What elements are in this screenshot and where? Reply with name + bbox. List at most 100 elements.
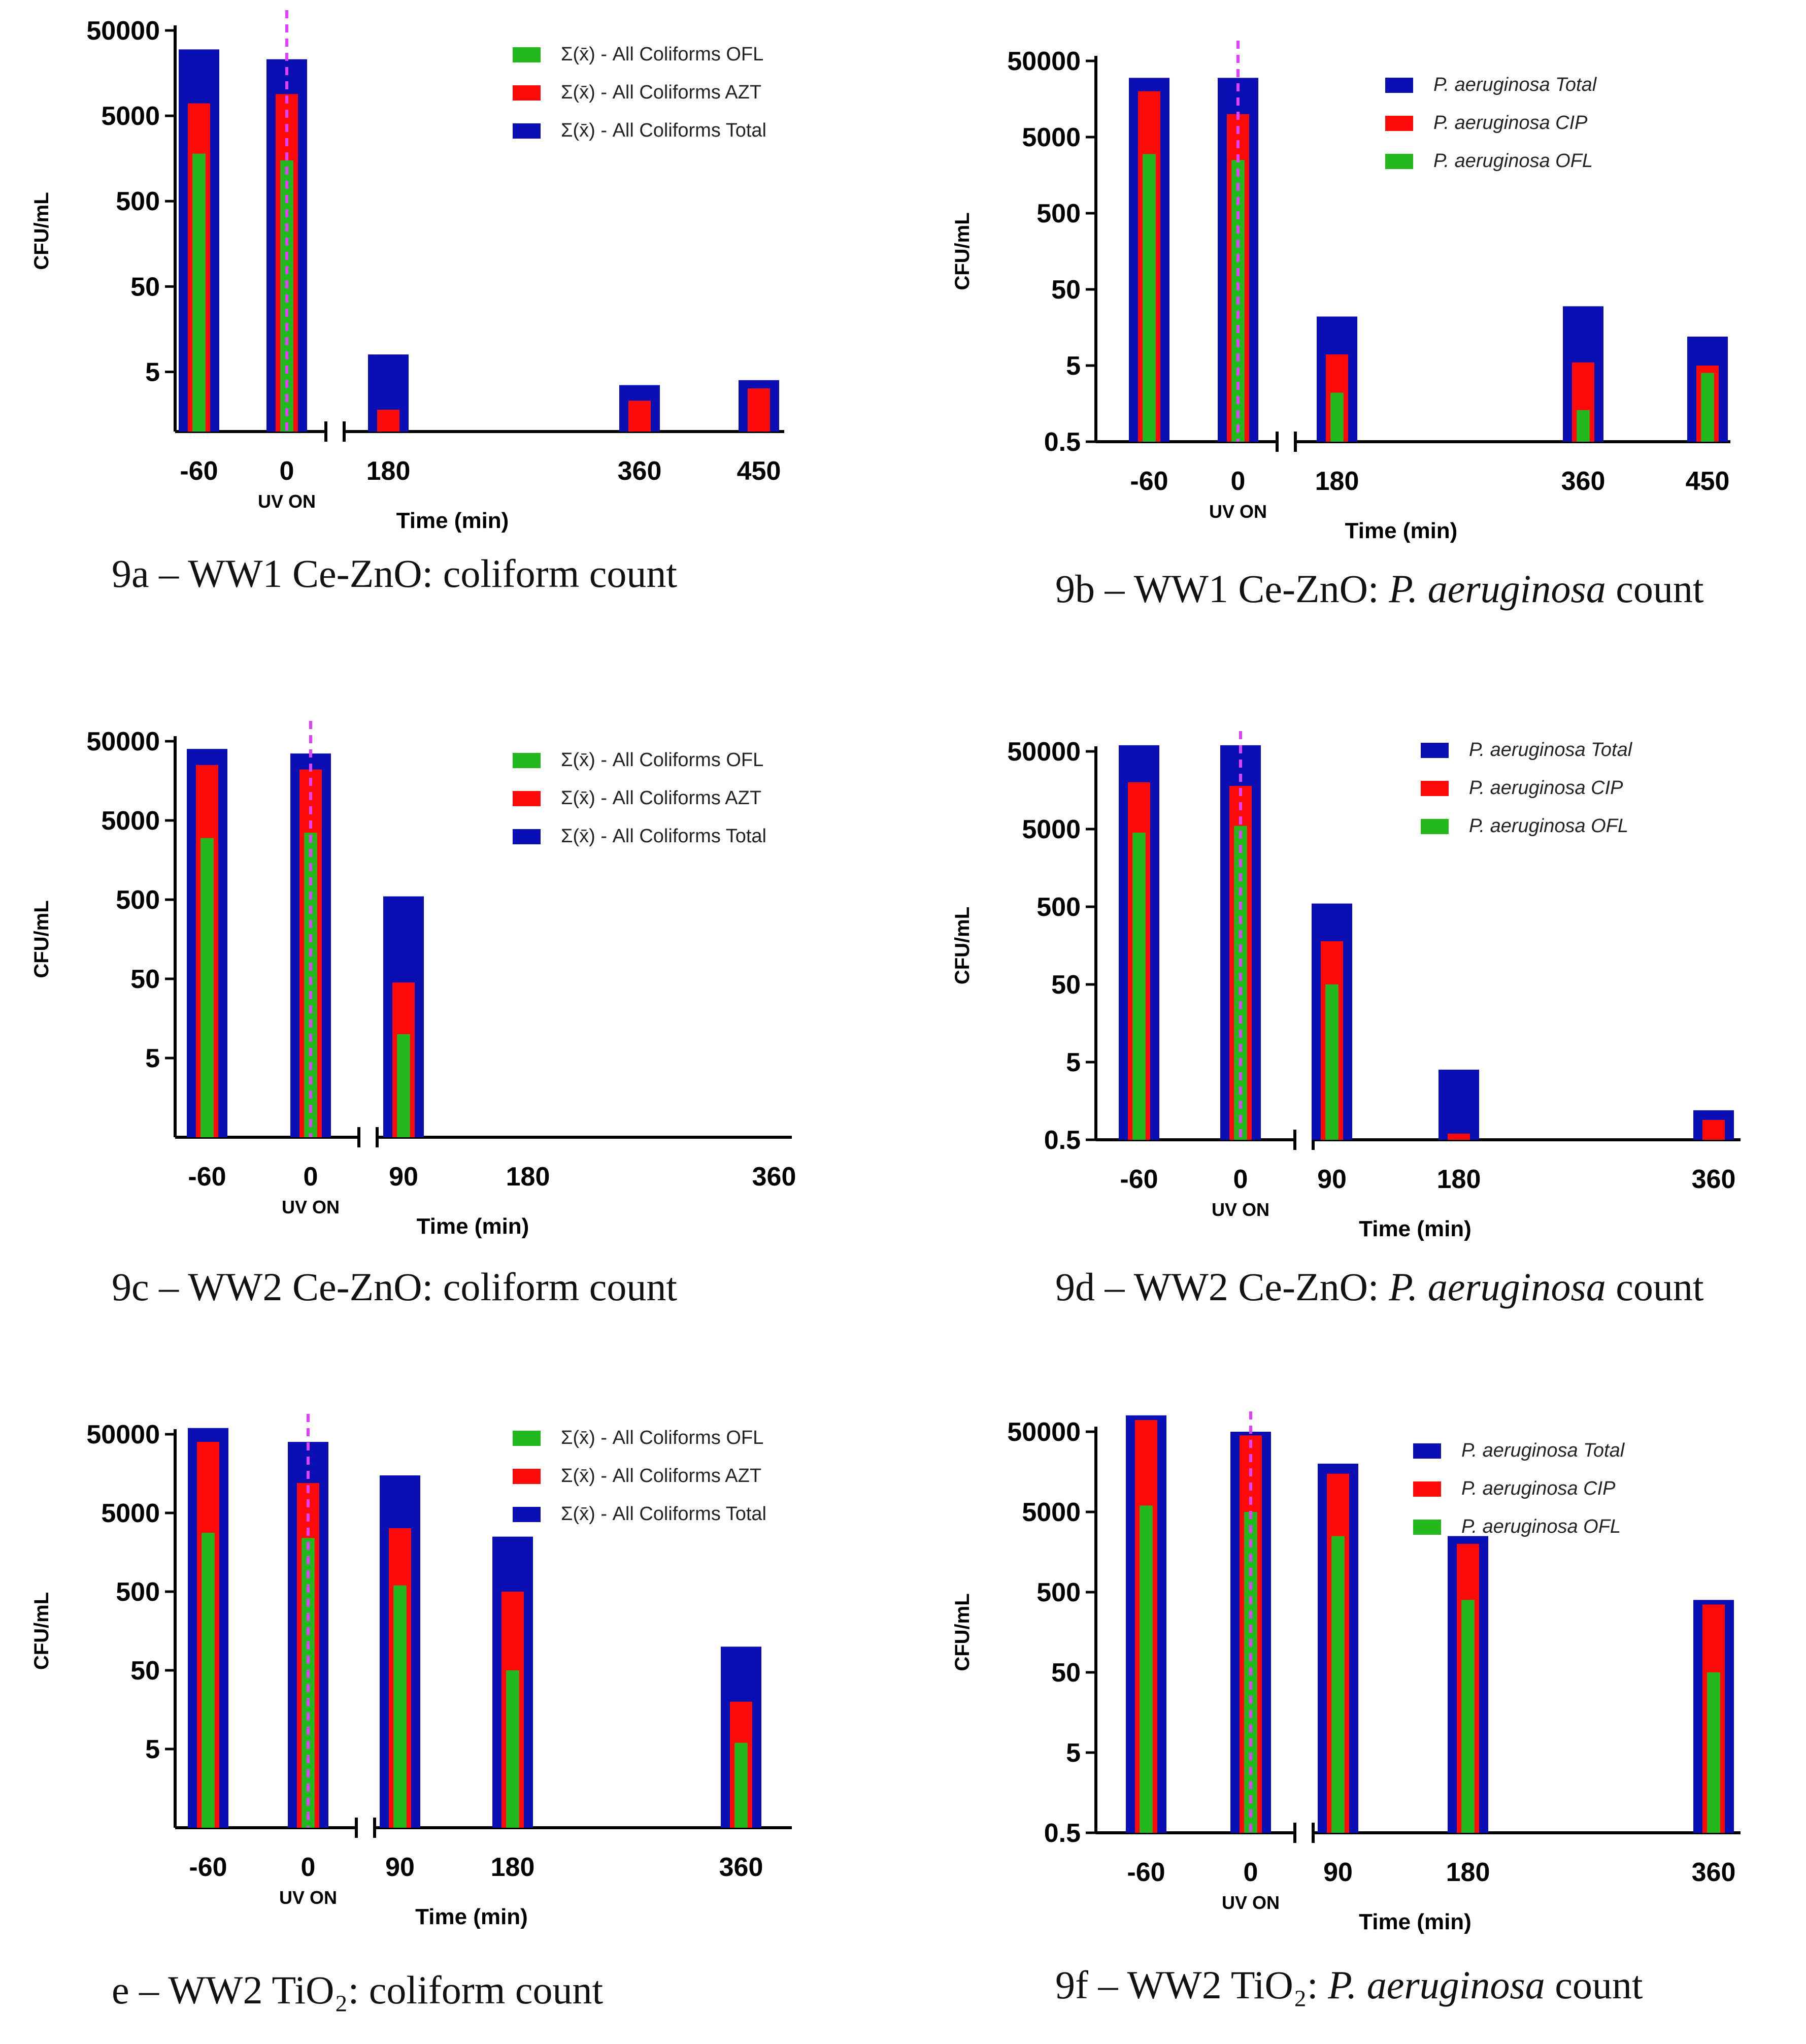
y-tick-label: 50: [130, 272, 160, 302]
caption-suffix: count: [1606, 567, 1704, 611]
y-tick-label: 5000: [101, 1499, 160, 1528]
uv-on-label: UV ON: [279, 1887, 337, 1908]
legend-label-total: P. aeruginosa Total: [1461, 1440, 1625, 1461]
y-tick-label: 50000: [86, 1420, 160, 1449]
y-tick-label: 5000: [1022, 1498, 1081, 1527]
y-axis-label: CFU/mL: [951, 907, 974, 984]
bar-ofl: [1707, 1672, 1720, 1833]
bar-ofl: [1701, 373, 1714, 442]
y-axis-label: CFU/mL: [30, 192, 53, 270]
bar-ofl: [192, 153, 206, 432]
y-tick-label: 5: [145, 1044, 160, 1073]
x-tick-label: 360: [719, 1853, 763, 1882]
chart-caption-d: 9d – WW2 Ce-ZnO: P. aeruginosa count: [1055, 1264, 1704, 1310]
caption-suffix: count: [1606, 1265, 1704, 1309]
y-tick-label: 50: [130, 965, 160, 994]
y-tick-label: 5000: [1022, 815, 1081, 844]
uv-on-label: UV ON: [1212, 1199, 1269, 1220]
chart-caption-e: e – WW2 TiO₂: coliform count: [112, 1968, 604, 2012]
y-tick-label: 5: [1066, 1048, 1081, 1077]
bar-ofl: [1132, 833, 1146, 1140]
x-tick-label: 0: [280, 456, 294, 486]
chart-caption-c: 9c – WW2 Ce-ZnO: coliform count: [112, 1265, 678, 1309]
bar-azt_cip: [1702, 1119, 1725, 1140]
x-tick-label: 180: [366, 456, 411, 486]
bar-ofl: [1143, 154, 1156, 442]
chart-panel-d: 0.5 5 50 500 5000 50000 CFU/mL -60 0 90 180 360 UV O…: [903, 680, 1806, 1361]
y-tick-label: 500: [116, 885, 160, 915]
legend-swatch-azt_cip: [1385, 116, 1413, 131]
legend-label-azt_cip: Σ(x̄) - All Coliforms AZT: [561, 787, 761, 809]
y-tick-label: 5: [145, 357, 160, 387]
y-axis-label: CFU/mL: [951, 1593, 974, 1671]
chart-svg-f: 0.5 5 50 500 5000 50000 CFU/mL -60 0 90 180 360 UV O…: [951, 1411, 1741, 1934]
caption-species: P. aeruginosa: [1389, 567, 1606, 611]
bar-ofl: [200, 838, 214, 1137]
legend-swatch-total: [1421, 743, 1449, 758]
x-tick-label: 180: [506, 1162, 550, 1192]
bar-azt_cip: [628, 401, 651, 432]
y-tick-label: 50000: [1007, 1417, 1081, 1447]
chart-svg-c: 5 50 500 5000 50000 CFU/mL -60 0 90 180 360 UV ON Ti…: [30, 721, 796, 1239]
bar-ofl: [1140, 1505, 1153, 1833]
y-tick-label: 50000: [1007, 47, 1081, 76]
legend-label-ofl: P. aeruginosa OFL: [1469, 815, 1628, 837]
x-tick-label: -60: [1120, 1165, 1158, 1194]
y-tick-label: 5: [1066, 1738, 1081, 1768]
x-tick-label: -60: [1130, 467, 1168, 496]
chart-caption-a: 9a – WW1 Ce-ZnO: coliform count: [112, 551, 678, 596]
x-tick-label: 180: [491, 1853, 535, 1882]
legend-swatch-total: [1385, 78, 1413, 93]
legend-label-ofl: Σ(x̄) - All Coliforms OFL: [561, 1427, 763, 1448]
caption-species: P. aeruginosa: [1328, 1963, 1545, 2007]
legend-swatch-azt_cip: [513, 791, 541, 806]
bar-ofl: [734, 1742, 748, 1828]
x-tick-label: 90: [1323, 1858, 1353, 1887]
x-tick-label: 180: [1437, 1165, 1481, 1194]
chart-panel-c: 5 50 500 5000 50000 CFU/mL -60 0 90 180 360 UV ON Ti…: [0, 680, 903, 1361]
x-tick-label: 360: [752, 1162, 796, 1192]
x-tick-label: -60: [189, 1853, 227, 1882]
legend-swatch-ofl: [1385, 154, 1413, 169]
y-tick-label: 500: [1036, 893, 1081, 922]
y-tick-label: 50: [1051, 1658, 1081, 1688]
chart-svg-e: 5 50 500 5000 50000 CFU/mL -60 0 90 180 360 UV ON Ti…: [30, 1414, 792, 1929]
legend-label-azt_cip: Σ(x̄) - All Coliforms AZT: [561, 82, 761, 103]
x-axis-label: Time (min): [1359, 1216, 1471, 1241]
chart-panel-a: 5 50 500 5000 50000 CFU/mL -60 0 180 360 450 UV ON T…: [0, 0, 903, 680]
legend-label-total: Σ(x̄) - All Coliforms Total: [561, 826, 766, 847]
y-tick-label: 5: [145, 1735, 160, 1764]
y-axis-label: CFU/mL: [30, 900, 53, 978]
y-tick-label: 50: [130, 1656, 160, 1686]
y-tick-label: 5000: [101, 102, 160, 131]
legend-swatch-ofl: [513, 1431, 541, 1446]
bar-azt_cip: [1448, 1133, 1470, 1140]
bar-ofl: [506, 1670, 519, 1828]
x-tick-label: 180: [1446, 1858, 1490, 1887]
x-tick-label: 360: [1692, 1165, 1736, 1194]
chart-panel-e: 5 50 500 5000 50000 CFU/mL -60 0 90 180 360 UV ON Ti…: [0, 1361, 903, 2044]
legend-label-total: P. aeruginosa Total: [1433, 74, 1597, 95]
legend-swatch-total: [513, 1507, 541, 1522]
y-tick-label: 0.5: [1044, 1819, 1081, 1848]
chart-panel-b: 0.5 5 50 500 5000 50000 CFU/mL -60 0 180 360 450 UV …: [903, 0, 1806, 680]
x-axis-label: Time (min): [417, 1214, 529, 1239]
legend-swatch-azt_cip: [1421, 781, 1449, 796]
legend-label-ofl: Σ(x̄) - All Coliforms OFL: [561, 44, 763, 65]
legend-swatch-ofl: [513, 753, 541, 768]
x-tick-label: 90: [385, 1853, 415, 1882]
x-tick-label: -60: [1127, 1858, 1165, 1887]
caption-prefix: 9f – WW2 TiO₂:: [1055, 1963, 1328, 2007]
y-tick-label: 500: [116, 1577, 160, 1607]
legend-swatch-ofl: [1413, 1520, 1441, 1535]
x-axis-label: Time (min): [415, 1904, 528, 1929]
x-tick-label: -60: [180, 456, 218, 486]
legend-label-azt_cip: P. aeruginosa CIP: [1469, 777, 1623, 799]
x-tick-label: 90: [1317, 1165, 1347, 1194]
legend-swatch-azt_cip: [1413, 1481, 1441, 1497]
legend-swatch-azt_cip: [513, 85, 541, 101]
bar-ofl: [1325, 984, 1339, 1140]
uv-on-label: UV ON: [282, 1197, 340, 1217]
x-axis-label: Time (min): [1359, 1909, 1471, 1934]
legend-label-azt_cip: Σ(x̄) - All Coliforms AZT: [561, 1465, 761, 1487]
